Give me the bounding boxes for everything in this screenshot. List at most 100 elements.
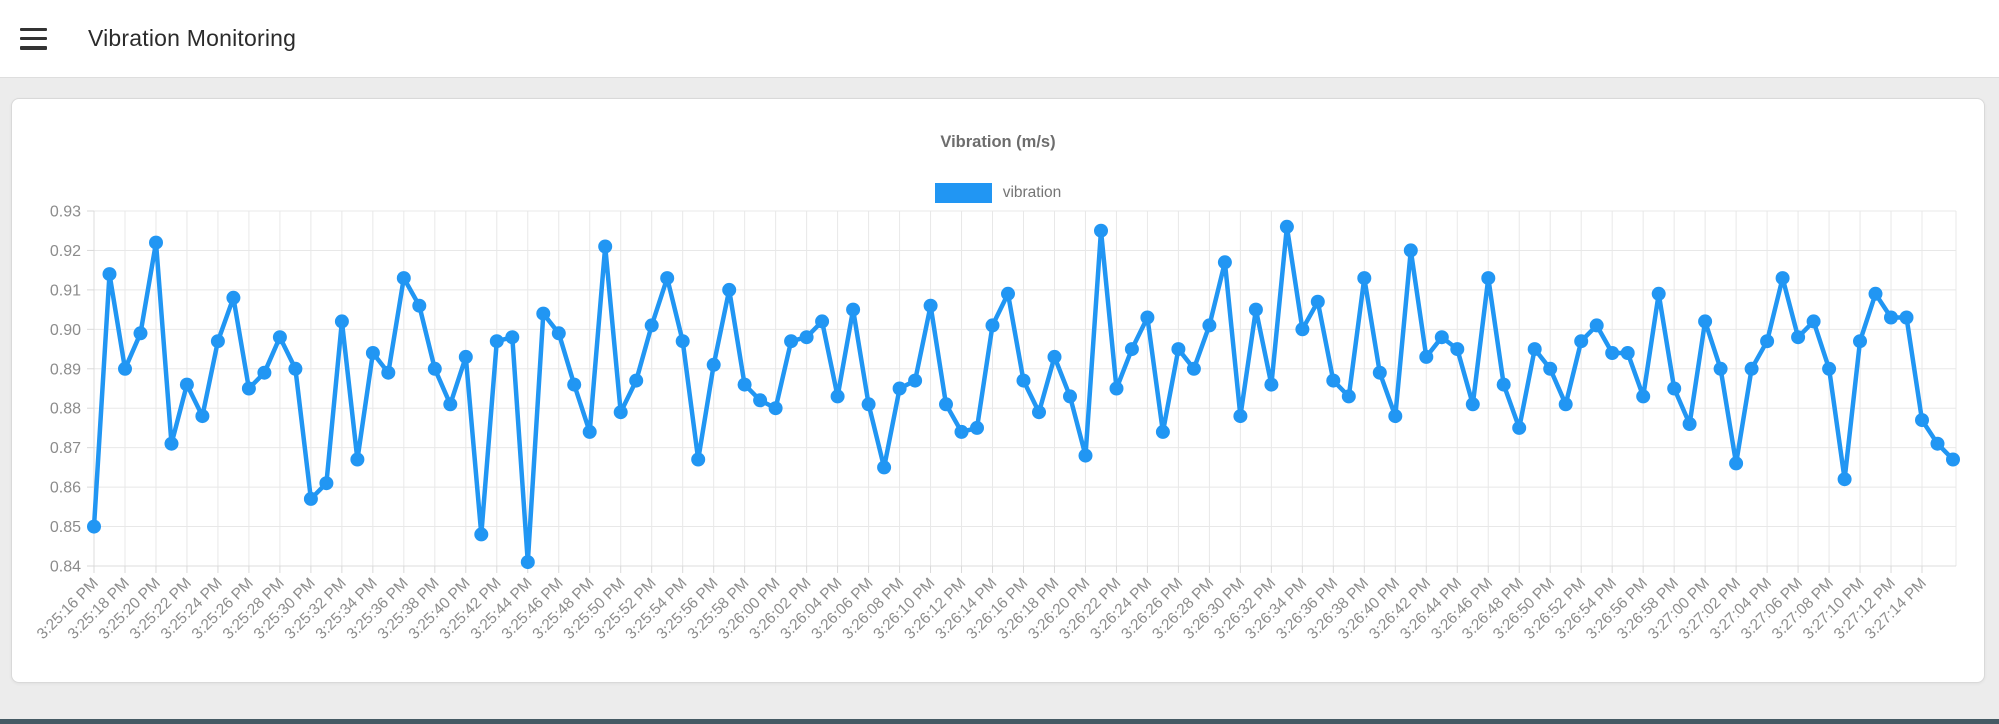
data-point[interactable]: [1806, 314, 1821, 329]
data-point[interactable]: [133, 326, 148, 341]
data-point[interactable]: [1884, 310, 1898, 325]
data-point[interactable]: [1729, 456, 1744, 471]
data-point[interactable]: [1419, 349, 1434, 364]
legend-item-vibration[interactable]: vibration: [12, 183, 1984, 203]
data-point[interactable]: [939, 397, 953, 412]
data-point[interactable]: [1171, 342, 1186, 357]
data-point[interactable]: [1791, 330, 1806, 345]
data-point[interactable]: [737, 377, 752, 392]
data-point[interactable]: [505, 330, 520, 345]
data-point[interactable]: [784, 334, 799, 349]
data-point[interactable]: [846, 302, 861, 317]
data-point[interactable]: [1032, 405, 1046, 420]
data-point[interactable]: [923, 298, 938, 313]
data-point[interactable]: [195, 409, 210, 424]
data-point[interactable]: [226, 290, 241, 305]
data-point[interactable]: [350, 452, 365, 467]
data-point[interactable]: [1667, 381, 1682, 396]
data-point[interactable]: [1434, 330, 1449, 345]
data-point[interactable]: [1233, 409, 1248, 424]
data-point[interactable]: [1899, 310, 1914, 325]
data-point[interactable]: [1481, 271, 1496, 286]
data-point[interactable]: [877, 460, 892, 475]
data-point[interactable]: [815, 314, 830, 329]
data-point[interactable]: [1001, 286, 1015, 301]
data-point[interactable]: [1760, 334, 1775, 349]
data-point[interactable]: [334, 314, 349, 329]
data-point[interactable]: [954, 424, 969, 439]
data-point[interactable]: [474, 527, 489, 542]
data-point[interactable]: [1372, 365, 1387, 380]
data-point[interactable]: [520, 555, 535, 570]
vibration-chart[interactable]: 0.84 0.85 0.86 0.87 0.88 0.89 0.90 0.91 0.92 0.93…: [12, 99, 1984, 682]
data-point[interactable]: [1124, 342, 1139, 357]
data-point[interactable]: [1264, 377, 1279, 392]
data-point[interactable]: [1682, 417, 1697, 431]
data-point[interactable]: [179, 377, 194, 392]
data-point[interactable]: [675, 334, 690, 349]
data-point[interactable]: [691, 452, 706, 467]
data-point[interactable]: [1946, 452, 1960, 467]
data-point[interactable]: [102, 267, 117, 282]
data-point[interactable]: [1512, 420, 1527, 435]
data-point[interactable]: [118, 361, 132, 376]
data-point[interactable]: [1279, 219, 1294, 234]
data-point[interactable]: [1543, 361, 1558, 376]
data-point[interactable]: [1775, 271, 1790, 286]
data-point[interactable]: [1047, 349, 1062, 364]
data-point[interactable]: [830, 389, 845, 404]
data-point[interactable]: [1527, 342, 1542, 357]
data-point[interactable]: [598, 239, 613, 254]
data-point[interactable]: [427, 361, 442, 376]
data-point[interactable]: [551, 326, 566, 341]
data-point[interactable]: [1310, 294, 1325, 309]
data-point[interactable]: [1155, 424, 1170, 439]
data-point[interactable]: [1744, 361, 1759, 376]
data-point[interactable]: [644, 318, 659, 333]
data-point[interactable]: [272, 330, 287, 345]
data-point[interactable]: [1713, 361, 1728, 376]
data-point[interactable]: [319, 476, 334, 491]
data-point[interactable]: [613, 405, 628, 420]
data-point[interactable]: [1016, 373, 1031, 388]
data-point[interactable]: [799, 330, 814, 345]
data-point[interactable]: [1574, 334, 1589, 349]
data-point[interactable]: [381, 365, 396, 380]
data-point[interactable]: [149, 235, 163, 250]
data-point[interactable]: [582, 424, 597, 439]
data-point[interactable]: [660, 271, 675, 286]
data-point[interactable]: [1109, 381, 1124, 396]
data-point[interactable]: [443, 397, 458, 412]
data-point[interactable]: [768, 401, 783, 416]
data-point[interactable]: [1450, 342, 1465, 357]
data-point[interactable]: [970, 420, 984, 435]
data-point[interactable]: [1605, 346, 1620, 360]
data-point[interactable]: [1837, 472, 1852, 487]
data-point[interactable]: [861, 397, 876, 412]
data-point[interactable]: [1620, 346, 1635, 360]
data-point[interactable]: [706, 357, 721, 372]
data-point[interactable]: [1403, 243, 1418, 258]
data-point[interactable]: [892, 381, 907, 396]
data-point[interactable]: [1326, 373, 1341, 388]
data-point[interactable]: [629, 373, 644, 388]
data-point[interactable]: [489, 334, 504, 349]
data-point[interactable]: [1651, 286, 1666, 301]
data-point[interactable]: [1341, 389, 1356, 404]
data-point[interactable]: [1636, 389, 1651, 404]
data-point[interactable]: [458, 349, 473, 364]
data-point[interactable]: [1186, 361, 1201, 376]
data-point[interactable]: [303, 491, 318, 506]
data-point[interactable]: [1868, 286, 1883, 301]
data-point[interactable]: [1853, 334, 1867, 349]
data-point[interactable]: [1295, 322, 1310, 337]
data-point[interactable]: [1248, 302, 1263, 317]
data-point[interactable]: [1388, 409, 1403, 424]
data-point[interactable]: [1558, 397, 1573, 412]
menu-button[interactable]: [20, 27, 47, 50]
data-point[interactable]: [1094, 223, 1108, 238]
data-point[interactable]: [288, 361, 303, 376]
data-point[interactable]: [536, 306, 551, 321]
data-point[interactable]: [396, 271, 411, 286]
data-point[interactable]: [1465, 397, 1480, 412]
